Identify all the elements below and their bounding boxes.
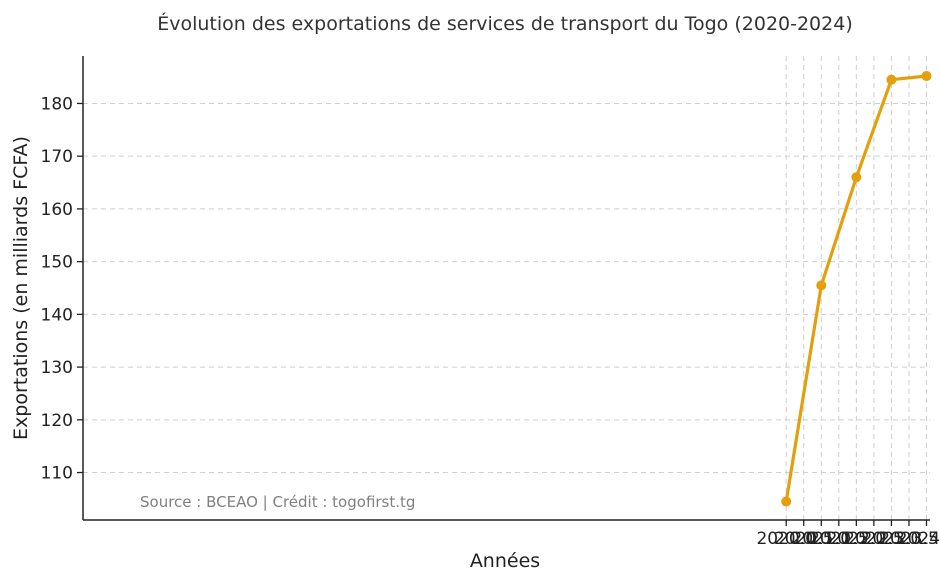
y-ticks: 110 120 130 140 150 160 170 180 [41,94,83,484]
y-tick-label: 110 [41,464,73,484]
x-tick-label: 2022.5 [844,529,903,549]
grid [83,56,930,520]
x-ticks: 2020.02020.52021.02021.52022.02022.52023… [756,520,940,549]
x-tick-label: 2021.0 [792,529,851,549]
series [781,71,932,507]
x-tick-label: 2020.0 [756,529,815,549]
y-tick-label: 160 [41,200,73,220]
x-tick-label: 2023.5 [879,529,938,549]
x-tick-label: 2022.0 [827,529,886,549]
source-annotation: Source : BCEAO | Crédit : togofirst.tg [140,493,415,511]
x-tick-label: 2023.0 [862,529,921,549]
y-tick-label: 170 [41,147,73,167]
axes [82,56,930,521]
y-tick-label: 130 [41,358,73,378]
data-point [921,71,932,82]
x-tick-label: 2020.5 [774,529,833,549]
x-tick-label: 2021.5 [809,529,868,549]
y-tick-label: 140 [41,305,73,325]
x-tick-label: 2024.0 [897,529,940,549]
data-point [781,496,792,507]
data-point [816,280,827,291]
y-axis-label: Exportations (en milliards FCFA) [10,136,32,440]
x-axis-label: Années [470,550,540,572]
y-tick-label: 150 [41,253,73,273]
y-tick-label: 180 [41,94,73,114]
y-tick-label: 120 [41,411,73,431]
chart-title: Évolution des exportations de services d… [157,12,853,35]
data-point [886,74,897,85]
data-point [851,172,862,183]
